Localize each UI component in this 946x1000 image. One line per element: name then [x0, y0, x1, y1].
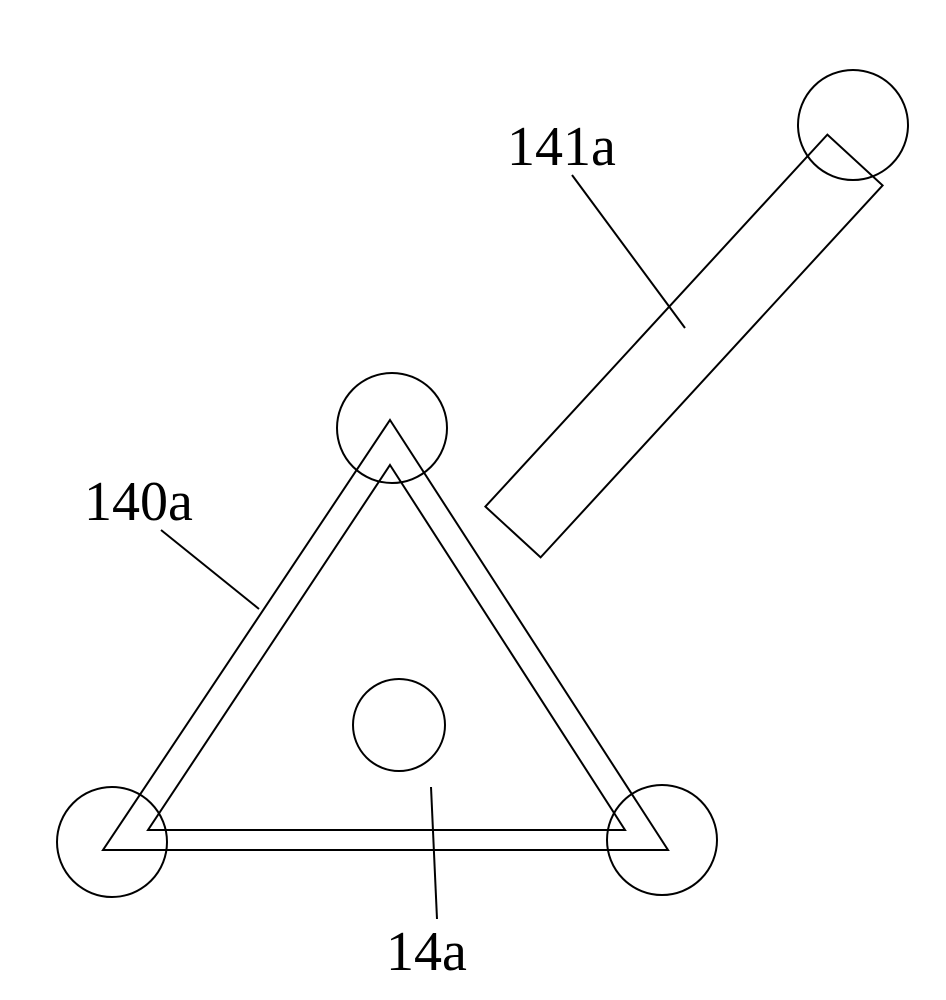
- label-141a: 141a: [507, 115, 616, 179]
- center-circle: [353, 679, 445, 771]
- inner-triangle: [148, 465, 625, 830]
- arm-end-circle: [798, 70, 908, 180]
- label-140a: 140a: [84, 470, 193, 534]
- arm-bar: [485, 135, 882, 558]
- label-14a: 14a: [386, 920, 467, 984]
- leader-14a: [431, 787, 437, 919]
- bottom-left-circle: [57, 787, 167, 897]
- leader-140a: [161, 530, 259, 609]
- leader-141a: [572, 175, 685, 328]
- diagram-stage: 141a 140a 14a: [0, 0, 946, 1000]
